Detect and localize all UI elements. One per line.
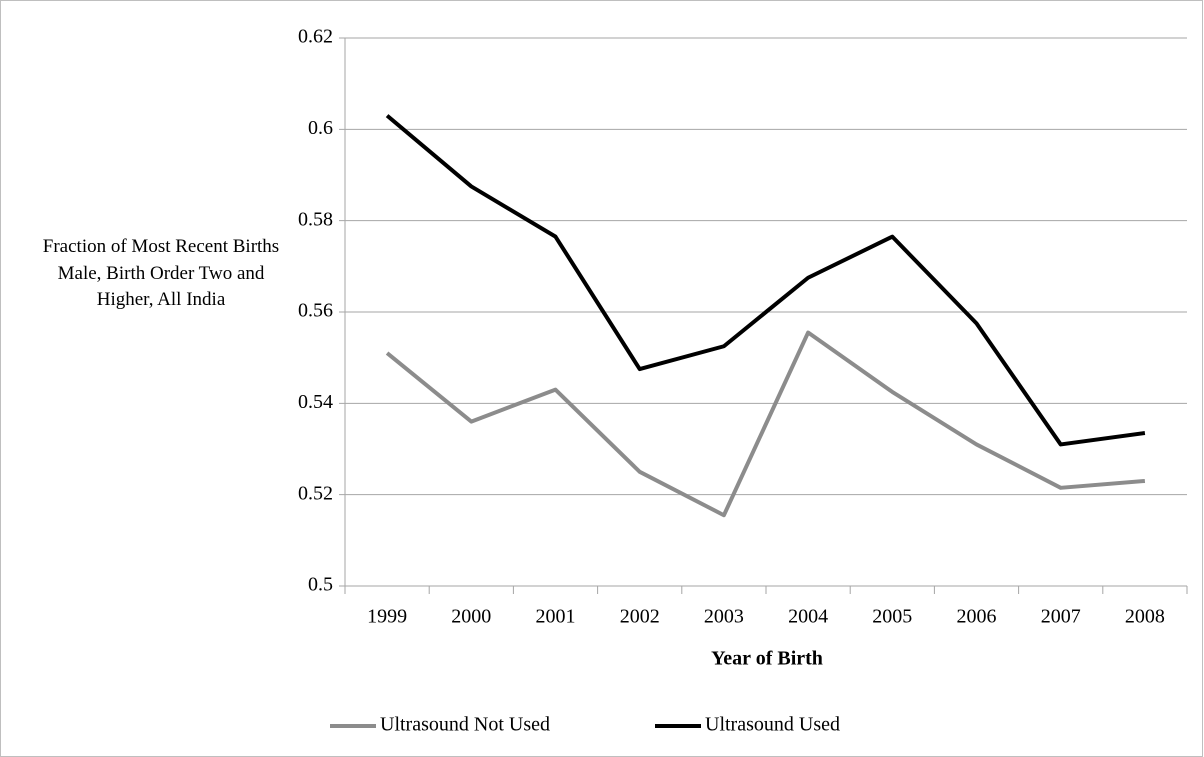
y-tick-label: 0.5 (308, 574, 333, 596)
y-tick-label: 0.52 (298, 482, 333, 504)
y-tick-label: 0.54 (298, 391, 333, 413)
x-tick-label: 2003 (704, 606, 744, 628)
x-axis-title: Year of Birth (711, 648, 823, 670)
y-tick-label: 0.58 (298, 208, 333, 230)
y-axis-title: Fraction of Most Recent Births Male, Bir… (42, 236, 280, 310)
x-tick-label: 2002 (620, 606, 660, 628)
x-tick-label: 2001 (536, 606, 576, 628)
x-tick-label: 2006 (957, 606, 997, 628)
y-tick-label: 0.56 (298, 300, 333, 322)
x-tick-label: 2000 (451, 606, 491, 628)
x-tick-label: 2007 (1041, 606, 1081, 628)
x-tick-label: 2004 (788, 606, 828, 628)
x-tick-label: 2008 (1125, 606, 1165, 628)
y-tick-label: 0.6 (308, 117, 333, 139)
y-tick-label: 0.62 (298, 26, 333, 48)
x-tick-label: 2005 (872, 606, 912, 628)
series-line (385, 114, 1146, 447)
legend-label: Ultrasound Not Used (380, 714, 550, 736)
legend-label: Ultrasound Used (705, 714, 840, 736)
series-line (385, 330, 1146, 518)
x-tick-label: 1999 (367, 606, 407, 628)
